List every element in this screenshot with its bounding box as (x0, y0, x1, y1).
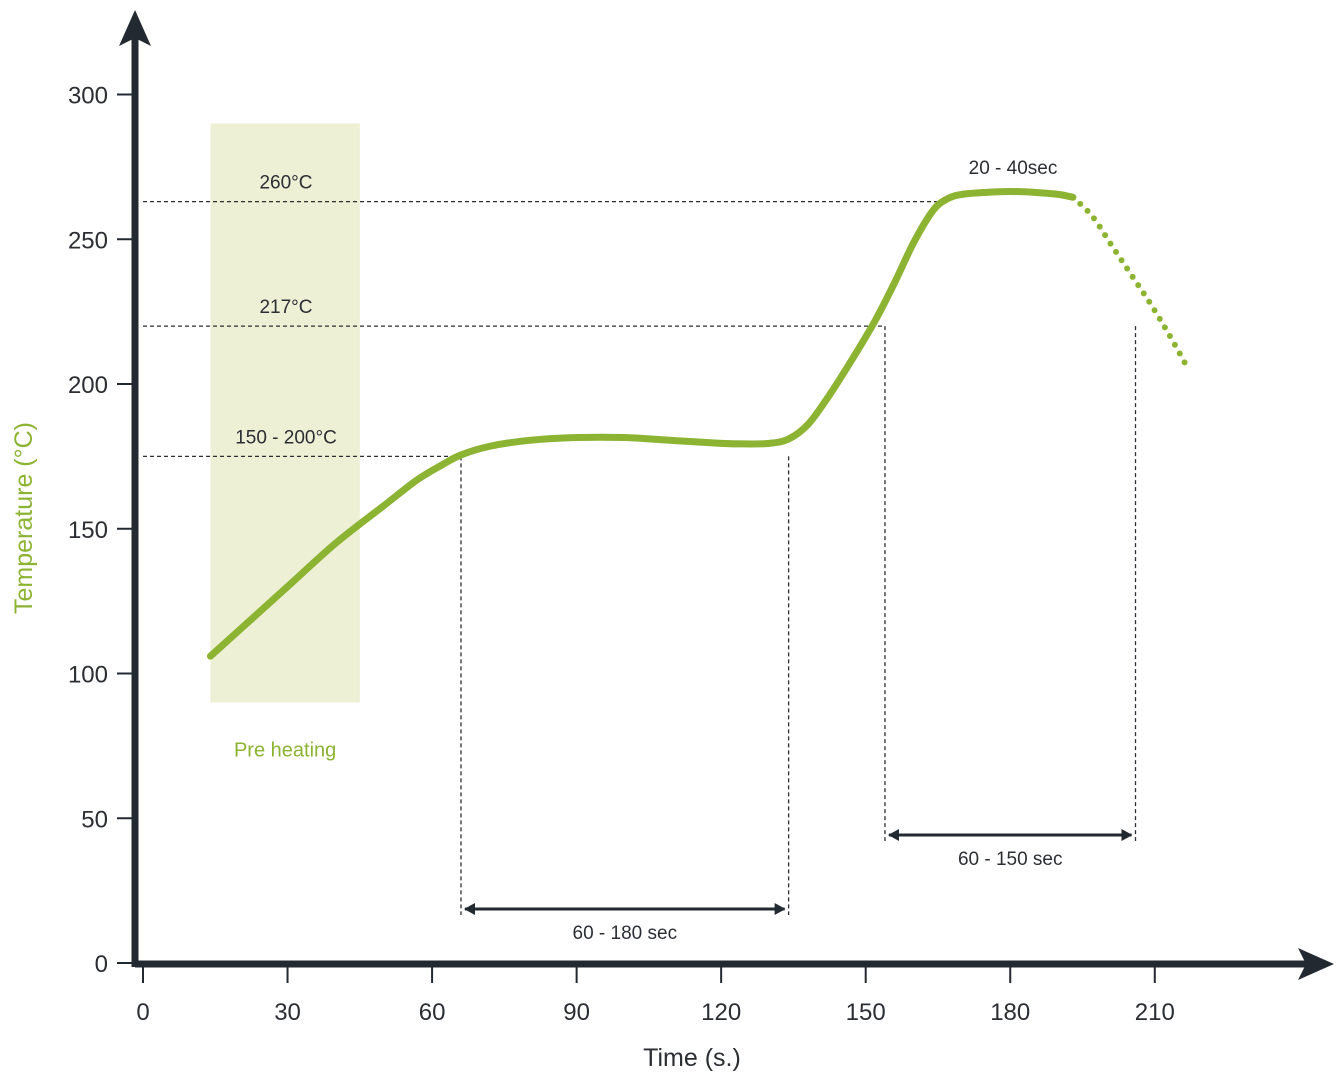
temperature-series-line (206, 187, 1077, 660)
y-tick-label: 50 (81, 806, 108, 833)
x-tick-label: 120 (701, 999, 741, 1026)
x-tick-label: 150 (846, 999, 886, 1026)
preheat-label: Pre heating (234, 739, 336, 761)
reference-label: 150 - 200°C (235, 427, 337, 448)
cooling-series-line (1069, 194, 1192, 373)
duration-label: 60 - 180 sec (573, 923, 678, 944)
x-tick-label: 90 (563, 999, 590, 1026)
preheat-zone (210, 123, 360, 703)
reference-label: 260°C (259, 173, 312, 194)
peak-duration-label: 20 - 40sec (969, 158, 1058, 179)
y-tick-label: 200 (68, 372, 108, 399)
y-axis-arrowhead (119, 10, 151, 46)
x-axis-arrowhead (1298, 948, 1334, 980)
x-tick-label: 210 (1135, 999, 1175, 1026)
y-axis-title: Temperature (°C) (10, 422, 38, 614)
reference-label: 217°C (259, 297, 312, 318)
x-tick-label: 0 (136, 999, 149, 1026)
y-tick-label: 150 (68, 517, 108, 544)
x-tick-label: 60 (419, 999, 446, 1026)
x-axis-title: Time (s.) (643, 1044, 741, 1072)
duration-label: 60 - 150 sec (958, 849, 1063, 870)
y-tick-label: 250 (68, 227, 108, 254)
y-tick-label: 100 (68, 662, 108, 689)
y-tick-label: 0 (95, 951, 108, 978)
x-tick-label: 30 (274, 999, 301, 1026)
x-tick-label: 180 (990, 999, 1030, 1026)
y-tick-label: 300 (68, 83, 108, 110)
